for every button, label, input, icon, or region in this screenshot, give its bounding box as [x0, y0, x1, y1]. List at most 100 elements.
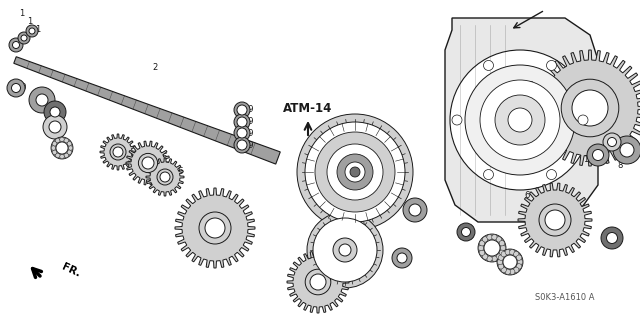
Polygon shape [445, 18, 598, 222]
Circle shape [501, 251, 506, 257]
Text: 5: 5 [317, 280, 323, 290]
Text: 9: 9 [598, 151, 604, 160]
Circle shape [509, 249, 515, 255]
Circle shape [499, 263, 504, 269]
Circle shape [607, 137, 616, 146]
Circle shape [397, 253, 407, 263]
Text: 16: 16 [173, 167, 183, 176]
Circle shape [497, 249, 523, 275]
Circle shape [483, 237, 488, 242]
Text: 19: 19 [243, 117, 253, 127]
Circle shape [234, 102, 250, 118]
Circle shape [479, 241, 484, 246]
Circle shape [478, 234, 506, 262]
Circle shape [157, 169, 173, 185]
Circle shape [56, 138, 60, 143]
Text: 3: 3 [215, 234, 221, 242]
Circle shape [305, 269, 331, 295]
Circle shape [499, 255, 504, 260]
Text: 13: 13 [57, 144, 67, 152]
Circle shape [12, 84, 20, 93]
Text: 18: 18 [603, 234, 613, 242]
Circle shape [237, 140, 247, 150]
Text: 20: 20 [17, 84, 28, 93]
Circle shape [44, 101, 66, 123]
Circle shape [603, 133, 621, 151]
Polygon shape [532, 50, 640, 166]
Circle shape [36, 94, 48, 106]
Circle shape [52, 142, 57, 146]
Circle shape [508, 108, 532, 132]
Circle shape [160, 172, 170, 182]
Text: 15: 15 [488, 241, 499, 249]
Circle shape [29, 28, 35, 34]
Circle shape [601, 227, 623, 249]
Circle shape [547, 60, 557, 70]
Circle shape [234, 114, 250, 130]
Circle shape [50, 107, 60, 117]
Circle shape [496, 254, 502, 259]
Circle shape [52, 150, 57, 154]
Text: 10: 10 [413, 204, 423, 212]
Circle shape [333, 238, 357, 262]
Circle shape [18, 32, 30, 44]
Circle shape [7, 79, 25, 97]
Circle shape [237, 117, 247, 127]
Text: 19: 19 [243, 140, 253, 150]
Text: 6: 6 [524, 190, 530, 199]
Circle shape [620, 143, 634, 157]
Circle shape [346, 163, 364, 181]
Circle shape [64, 138, 68, 143]
Circle shape [205, 218, 225, 238]
Circle shape [409, 204, 421, 216]
Circle shape [492, 256, 497, 262]
Circle shape [561, 79, 619, 137]
Circle shape [483, 170, 493, 180]
Circle shape [539, 204, 571, 236]
Text: 1: 1 [35, 25, 40, 33]
Circle shape [307, 212, 383, 288]
Polygon shape [14, 57, 280, 164]
Text: 7: 7 [527, 80, 532, 90]
Polygon shape [146, 158, 184, 196]
Circle shape [113, 147, 123, 157]
Circle shape [9, 38, 23, 52]
Circle shape [392, 248, 412, 268]
Circle shape [607, 233, 618, 243]
Polygon shape [518, 183, 592, 257]
Circle shape [29, 87, 55, 113]
Circle shape [492, 234, 497, 240]
Text: 16: 16 [157, 153, 167, 162]
Text: 11: 11 [55, 114, 65, 122]
Text: 19: 19 [243, 129, 253, 137]
Circle shape [67, 150, 72, 154]
Text: ATM-14: ATM-14 [284, 101, 333, 115]
Circle shape [110, 144, 126, 160]
Circle shape [43, 115, 67, 139]
Circle shape [339, 244, 351, 256]
Circle shape [484, 240, 500, 256]
Circle shape [479, 250, 484, 256]
Text: 1: 1 [28, 18, 33, 26]
Text: 19: 19 [243, 106, 253, 115]
Text: 17: 17 [116, 144, 127, 152]
Circle shape [483, 60, 493, 70]
Circle shape [547, 170, 557, 180]
Circle shape [496, 237, 502, 242]
Circle shape [350, 167, 360, 177]
Circle shape [56, 142, 68, 154]
Polygon shape [100, 134, 136, 170]
Text: 12: 12 [43, 95, 53, 105]
Circle shape [67, 142, 72, 146]
Circle shape [68, 146, 73, 150]
Circle shape [142, 157, 154, 169]
Circle shape [237, 128, 247, 138]
Circle shape [513, 251, 519, 257]
Circle shape [613, 136, 640, 164]
Circle shape [505, 249, 511, 255]
Circle shape [461, 227, 470, 236]
Circle shape [403, 198, 427, 222]
Circle shape [60, 137, 64, 142]
Circle shape [578, 115, 588, 125]
Circle shape [487, 234, 492, 240]
